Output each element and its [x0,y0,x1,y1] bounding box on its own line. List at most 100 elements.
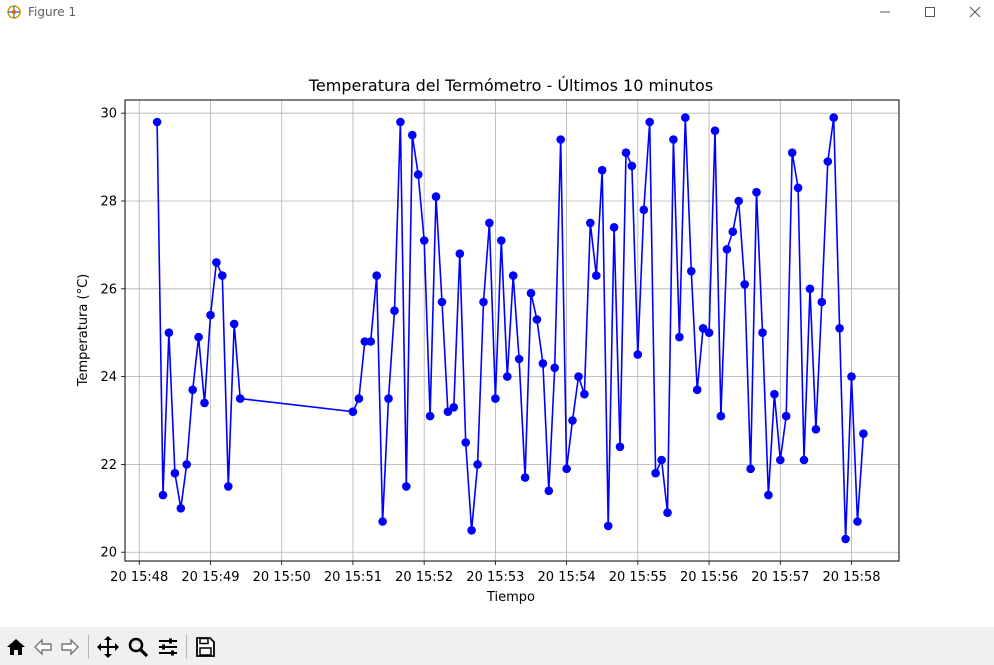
data-point [603,521,613,531]
pan-icon [97,636,119,658]
data-point [657,455,666,465]
data-point [592,271,601,280]
close-button[interactable] [952,0,994,24]
forward-button[interactable] [58,635,82,659]
data-point [514,354,524,364]
data-point [544,486,554,496]
axis-ticks: 20 15:48 20 15:49 20 15:50 20 15:51 20 15:52… [100,107,880,585]
data-point [793,183,803,193]
data-point [692,385,702,395]
data-point [158,490,168,500]
data-point [176,504,186,513]
data-point [354,394,364,403]
data-point [479,297,488,307]
data-point [402,482,411,491]
zoom-icon [128,637,149,658]
chart-title: Temperatura del Termómetro - Últimos 10 … [308,76,713,95]
data-point [188,385,197,395]
data-point [431,192,441,201]
data-point [390,306,399,316]
data-point [449,403,459,412]
data-point [764,490,773,500]
data-point [675,332,684,342]
x-tick-label: 20 15:57 [751,570,809,585]
data-point [586,218,595,228]
x-axis-label: Tiempo [486,590,535,605]
y-tick-label: 20 [100,546,117,561]
data-point [497,236,506,245]
data-point [574,372,583,381]
maximize-button[interactable] [907,0,953,24]
x-tick-label: 20 15:52 [395,570,453,585]
data-point [532,315,542,324]
data-point [853,517,862,526]
home-button[interactable] [4,635,28,659]
configure-subplots-icon [159,638,177,656]
data-point [752,187,761,197]
back-button[interactable] [31,635,55,659]
data-point [746,464,755,474]
zoom-button[interactable] [126,635,150,659]
data-point [550,363,559,373]
minimize-icon [880,11,890,13]
data-point [859,429,868,439]
data-point [787,148,797,157]
data-point [520,473,530,482]
configure-subplots-button[interactable] [156,635,180,659]
x-tick-label: 20 15:54 [538,570,596,585]
data-point [663,508,672,517]
figure-app-icon [6,4,22,20]
minimize-button[interactable] [862,0,908,24]
data-point [538,359,548,368]
data-point [740,280,749,289]
forward-icon [61,638,79,656]
data-point [639,205,649,215]
data-point [823,157,833,166]
data-point [194,332,203,342]
data-point [621,148,631,157]
data-point [413,170,423,179]
data-point [645,117,654,127]
series-line [156,117,865,540]
x-tick-label: 20 15:56 [680,570,738,585]
data-point [384,394,393,403]
data-point [758,328,767,338]
data-point [651,468,660,478]
data-point [526,288,536,298]
data-point [609,223,619,232]
pan-button[interactable] [96,635,120,659]
data-point [829,113,838,122]
data-point [805,284,815,294]
data-point [687,266,696,276]
data-point [615,442,625,452]
data-point [152,117,162,127]
data-point [164,328,174,338]
plot-area [125,100,899,561]
data-point [485,218,494,228]
data-point [704,328,714,338]
data-point [224,482,233,491]
data-point [633,350,643,359]
data-point [728,227,738,236]
data-point [580,389,589,399]
navigation-toolbar [0,627,994,665]
data-point [669,135,678,144]
x-tick-label: 20 15:50 [253,570,311,585]
data-point [847,372,856,381]
data-point [811,425,821,434]
data-point [425,411,435,421]
data-point [568,416,577,425]
line-chart: 20 15:48 20 15:49 20 15:50 20 15:51 20 15:52… [76,76,900,605]
data-point [681,113,690,122]
data-point [396,117,405,127]
data-point [562,464,571,474]
data-point [419,236,429,245]
save-button[interactable] [193,635,217,659]
x-tick-label: 20 15:48 [110,570,168,585]
data-point [408,130,417,140]
x-tick-label: 20 15:51 [324,570,382,585]
data-point [491,394,500,403]
data-point [722,245,732,254]
data-point [229,319,239,329]
data-point [597,165,607,175]
